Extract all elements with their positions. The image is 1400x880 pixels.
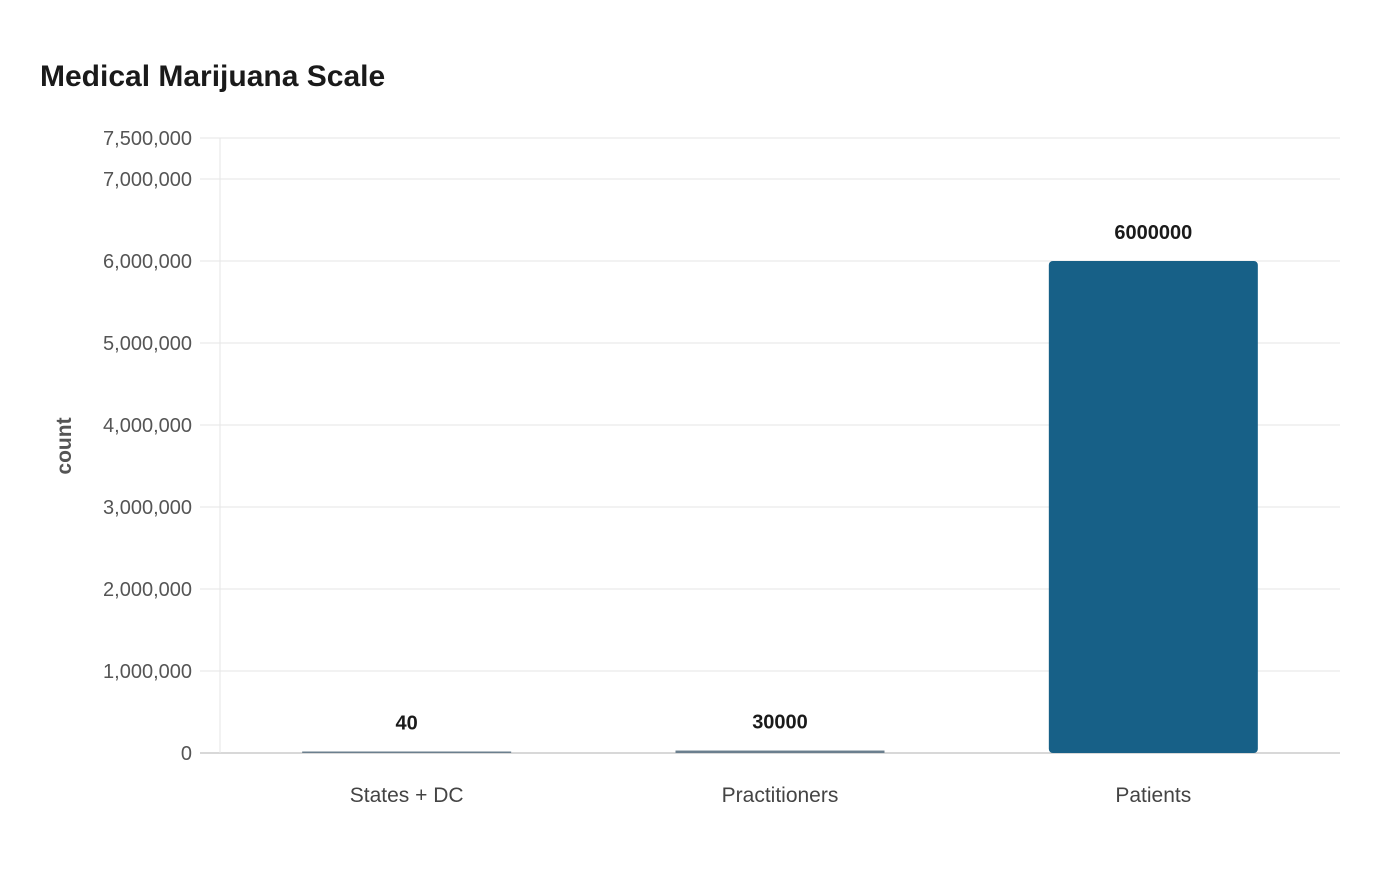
bar <box>675 750 885 753</box>
y-tick-label: 5,000,000 <box>103 333 192 355</box>
y-tick-label: 7,000,000 <box>103 169 192 191</box>
bar <box>302 751 512 753</box>
data-label: 6000000 <box>1114 222 1192 244</box>
x-tick-label: States + DC <box>350 784 464 807</box>
x-tick-label: Patients <box>1115 784 1191 807</box>
data-label: 40 <box>396 713 418 735</box>
chart-title: Medical Marijuana Scale <box>40 60 386 93</box>
y-tick-label: 4,000,000 <box>103 415 192 437</box>
y-tick-label: 1,000,000 <box>103 661 192 683</box>
y-tick-label: 0 <box>181 743 192 765</box>
y-tick-label: 2,000,000 <box>103 579 192 601</box>
x-tick-label: Practitioners <box>722 784 839 807</box>
y-tick-label: 3,000,000 <box>103 497 192 519</box>
y-tick-label: 6,000,000 <box>103 251 192 273</box>
data-label: 30000 <box>752 712 808 734</box>
y-tick-label: 7,500,000 <box>103 128 192 150</box>
bar <box>1048 261 1258 753</box>
y-axis-label: count <box>53 417 76 474</box>
